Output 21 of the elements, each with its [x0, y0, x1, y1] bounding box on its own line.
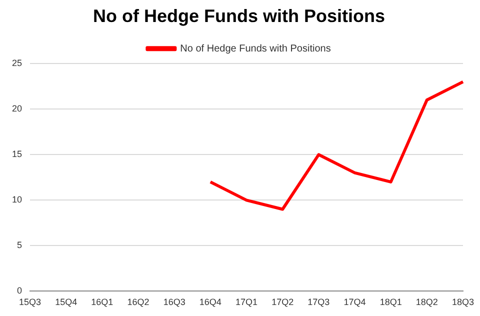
x-tick-label: 16Q4: [199, 297, 222, 308]
x-tick-label: 15Q4: [55, 297, 78, 308]
y-tick-label: 5: [16, 240, 22, 250]
y-tick-label: 20: [12, 104, 22, 114]
x-tick-label: 15Q3: [18, 297, 42, 308]
x-tick-label: 16Q2: [127, 297, 150, 308]
x-tick-label: 16Q3: [163, 297, 186, 308]
x-tick-label: 17Q3: [308, 297, 330, 308]
x-tick-label: 18Q1: [380, 297, 402, 308]
y-tick-label: 15: [12, 149, 22, 160]
x-tick-label: 18Q2: [416, 297, 438, 308]
y-tick-label: 0: [16, 286, 22, 296]
x-tick-label: 16Q1: [91, 297, 114, 308]
y-tick-label: 10: [12, 194, 22, 205]
y-tick-label: 25: [12, 58, 22, 68]
x-tick-label: 18Q3: [452, 297, 474, 308]
legend-label: No of Hedge Funds with Positions: [180, 43, 331, 54]
x-tick-label: 17Q2: [272, 297, 294, 308]
x-tick-label: 17Q1: [235, 297, 258, 308]
chart-title: No of Hedge Funds with Positions: [93, 6, 385, 26]
x-tick-label: 17Q4: [344, 297, 366, 308]
